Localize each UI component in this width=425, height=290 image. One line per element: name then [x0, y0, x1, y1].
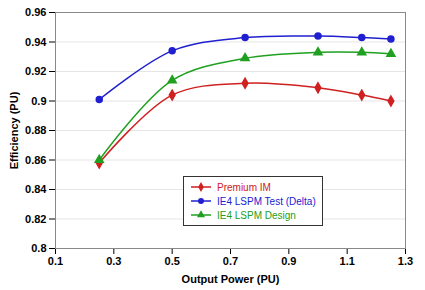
svg-text:0.8: 0.8 [31, 242, 46, 254]
svg-text:1.3: 1.3 [398, 255, 413, 267]
svg-text:0.94: 0.94 [25, 36, 47, 48]
svg-text:1.1: 1.1 [340, 255, 355, 267]
svg-text:0.86: 0.86 [25, 154, 46, 166]
svg-text:0.84: 0.84 [25, 183, 47, 195]
html-text:Premium IM: Premium IM [217, 181, 271, 193]
svg-text:Efficiency (PU): Efficiency (PU) [8, 91, 20, 169]
svg-text:0.96: 0.96 [25, 6, 46, 18]
svg-text:0.9: 0.9 [281, 255, 296, 267]
html-text:IE4 LSPM Test (Delta): IE4 LSPM Test (Delta) [217, 195, 316, 207]
svg-text:Output Power (PU): Output Power (PU) [182, 273, 280, 285]
svg-text:0.7: 0.7 [223, 255, 238, 267]
svg-text:0.3: 0.3 [106, 255, 121, 267]
svg-text:0.88: 0.88 [25, 124, 46, 136]
svg-text:0.5: 0.5 [165, 255, 180, 267]
svg-text:0.1: 0.1 [48, 255, 63, 267]
html-text:IE4 LSPM Design: IE4 LSPM Design [217, 209, 296, 221]
svg-text:0.9: 0.9 [31, 95, 46, 107]
svg-text:0.92: 0.92 [25, 65, 46, 77]
svg-text:0.82: 0.82 [25, 213, 46, 225]
